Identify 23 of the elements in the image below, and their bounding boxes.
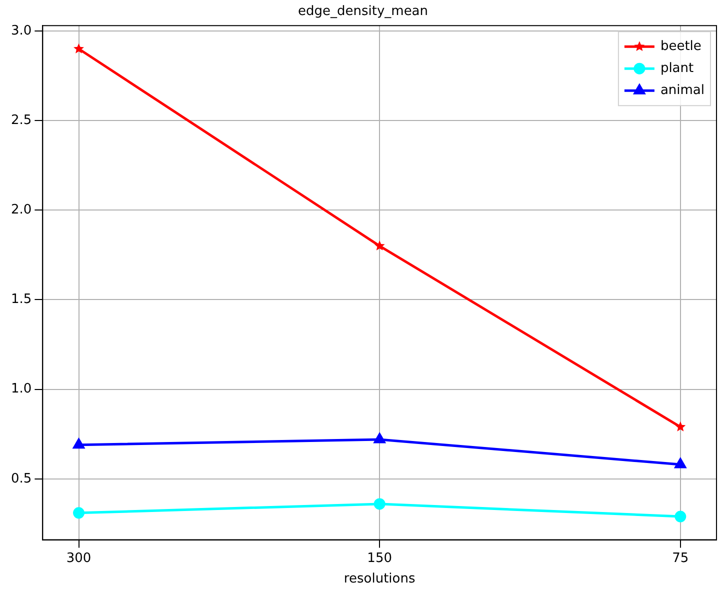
point	[74, 43, 84, 54]
y-tick-label: 3.0	[10, 23, 32, 38]
y-tick-label: 2.5	[10, 112, 32, 128]
y-tick-label: 0.5	[10, 471, 32, 486]
point	[374, 433, 386, 444]
point	[73, 438, 84, 449]
point	[73, 507, 85, 519]
point	[674, 458, 686, 468]
x-tick-label: 150	[367, 550, 392, 566]
point	[674, 510, 686, 522]
y-tick-label: 1.0	[10, 382, 32, 397]
y-tick-label: 2.0	[10, 202, 32, 218]
legend-label: animal	[660, 82, 705, 98]
x-tick-label: 300	[66, 550, 92, 566]
legend-label: plant	[660, 60, 694, 76]
legend-label: beetle	[660, 38, 702, 54]
point	[374, 240, 385, 250]
chart-title: edge_density_mean	[298, 4, 428, 20]
x-tick-label: 75	[672, 550, 689, 566]
x-axis-title: resolutions	[344, 572, 416, 587]
point	[374, 498, 386, 510]
y-tick-label: 1.5	[10, 292, 32, 308]
point	[675, 421, 686, 432]
